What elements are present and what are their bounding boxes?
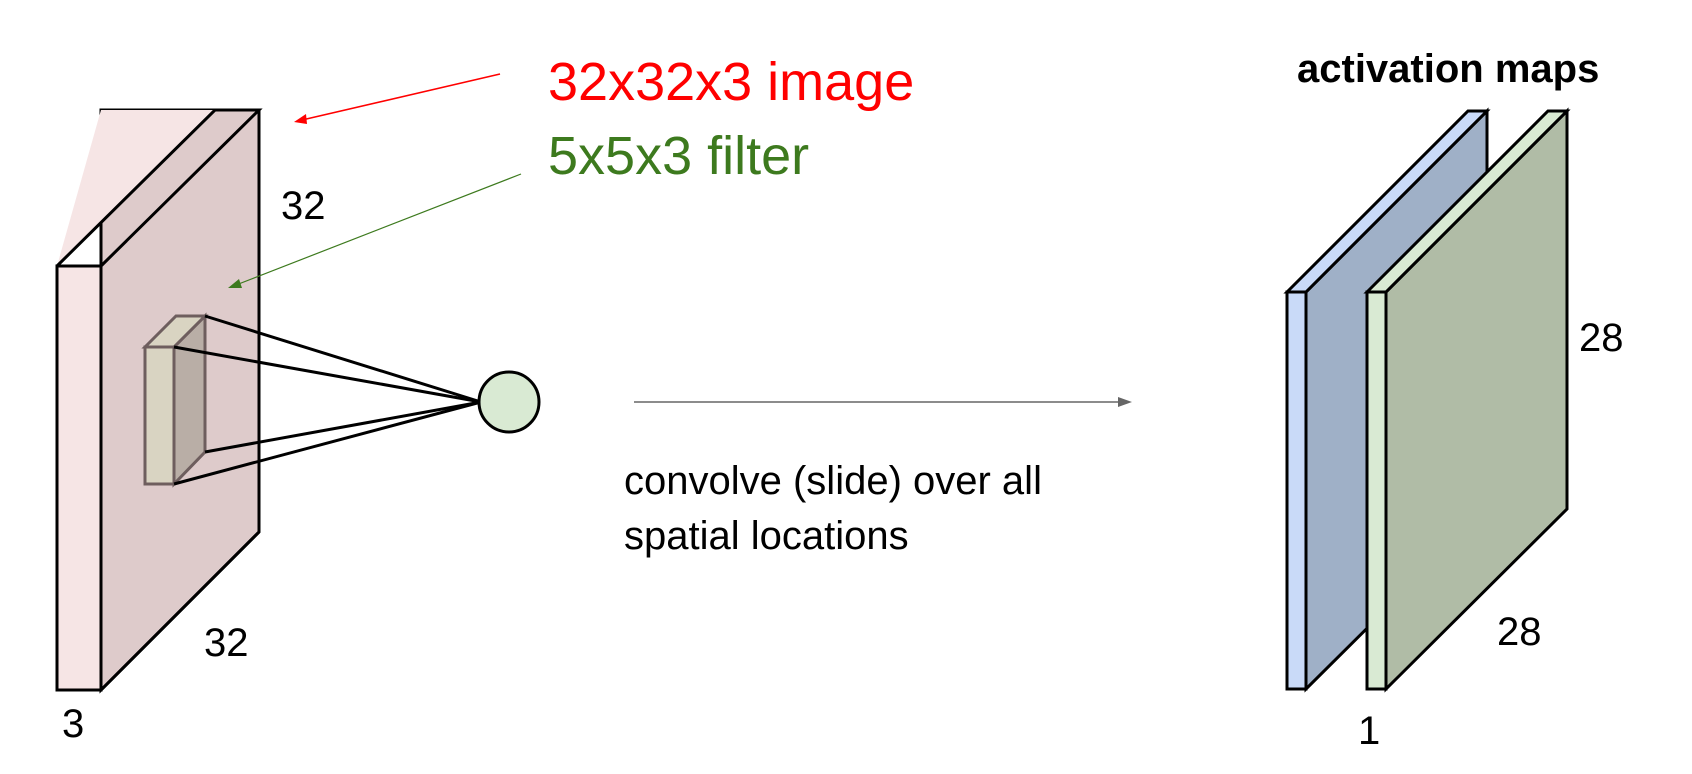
- activation-map-2: [1363, 107, 1571, 693]
- projection-line: [204, 314, 482, 404]
- filter-projection-lines: [173, 314, 482, 486]
- map-height-label: 28: [1579, 316, 1624, 360]
- convolve-arrow: [634, 397, 1132, 407]
- image-label: 32x32x3 image: [548, 52, 914, 112]
- map-width-label: 28: [1497, 610, 1542, 654]
- convolve-caption-line2: spatial locations: [624, 514, 909, 558]
- output-neuron: [477, 370, 541, 434]
- map1-side: [1285, 290, 1308, 691]
- projection-line: [204, 400, 482, 454]
- map-depth-label: 1: [1358, 709, 1380, 753]
- input-depth-label: 3: [62, 702, 84, 746]
- filter-side: [143, 345, 176, 486]
- input-width-label: 32: [204, 621, 249, 665]
- convolve-caption-line1: convolve (slide) over all: [624, 459, 1042, 503]
- filter-label-arrow: [228, 173, 522, 288]
- input-volume-top: [57, 110, 259, 266]
- input-height-label: 32: [281, 184, 326, 228]
- filter-volume: [141, 312, 209, 488]
- map2-side: [1365, 290, 1388, 691]
- activation-maps-title: activation maps: [1297, 47, 1599, 91]
- input-volume-top-edge: [55, 108, 263, 268]
- projection-line: [173, 400, 482, 486]
- projection-line: [173, 345, 482, 404]
- filter-label: 5x5x3 filter: [548, 126, 809, 186]
- image-label-arrow: [294, 73, 501, 124]
- input-volume-side: [55, 264, 103, 692]
- input-volume-bottom-edge: [99, 530, 261, 692]
